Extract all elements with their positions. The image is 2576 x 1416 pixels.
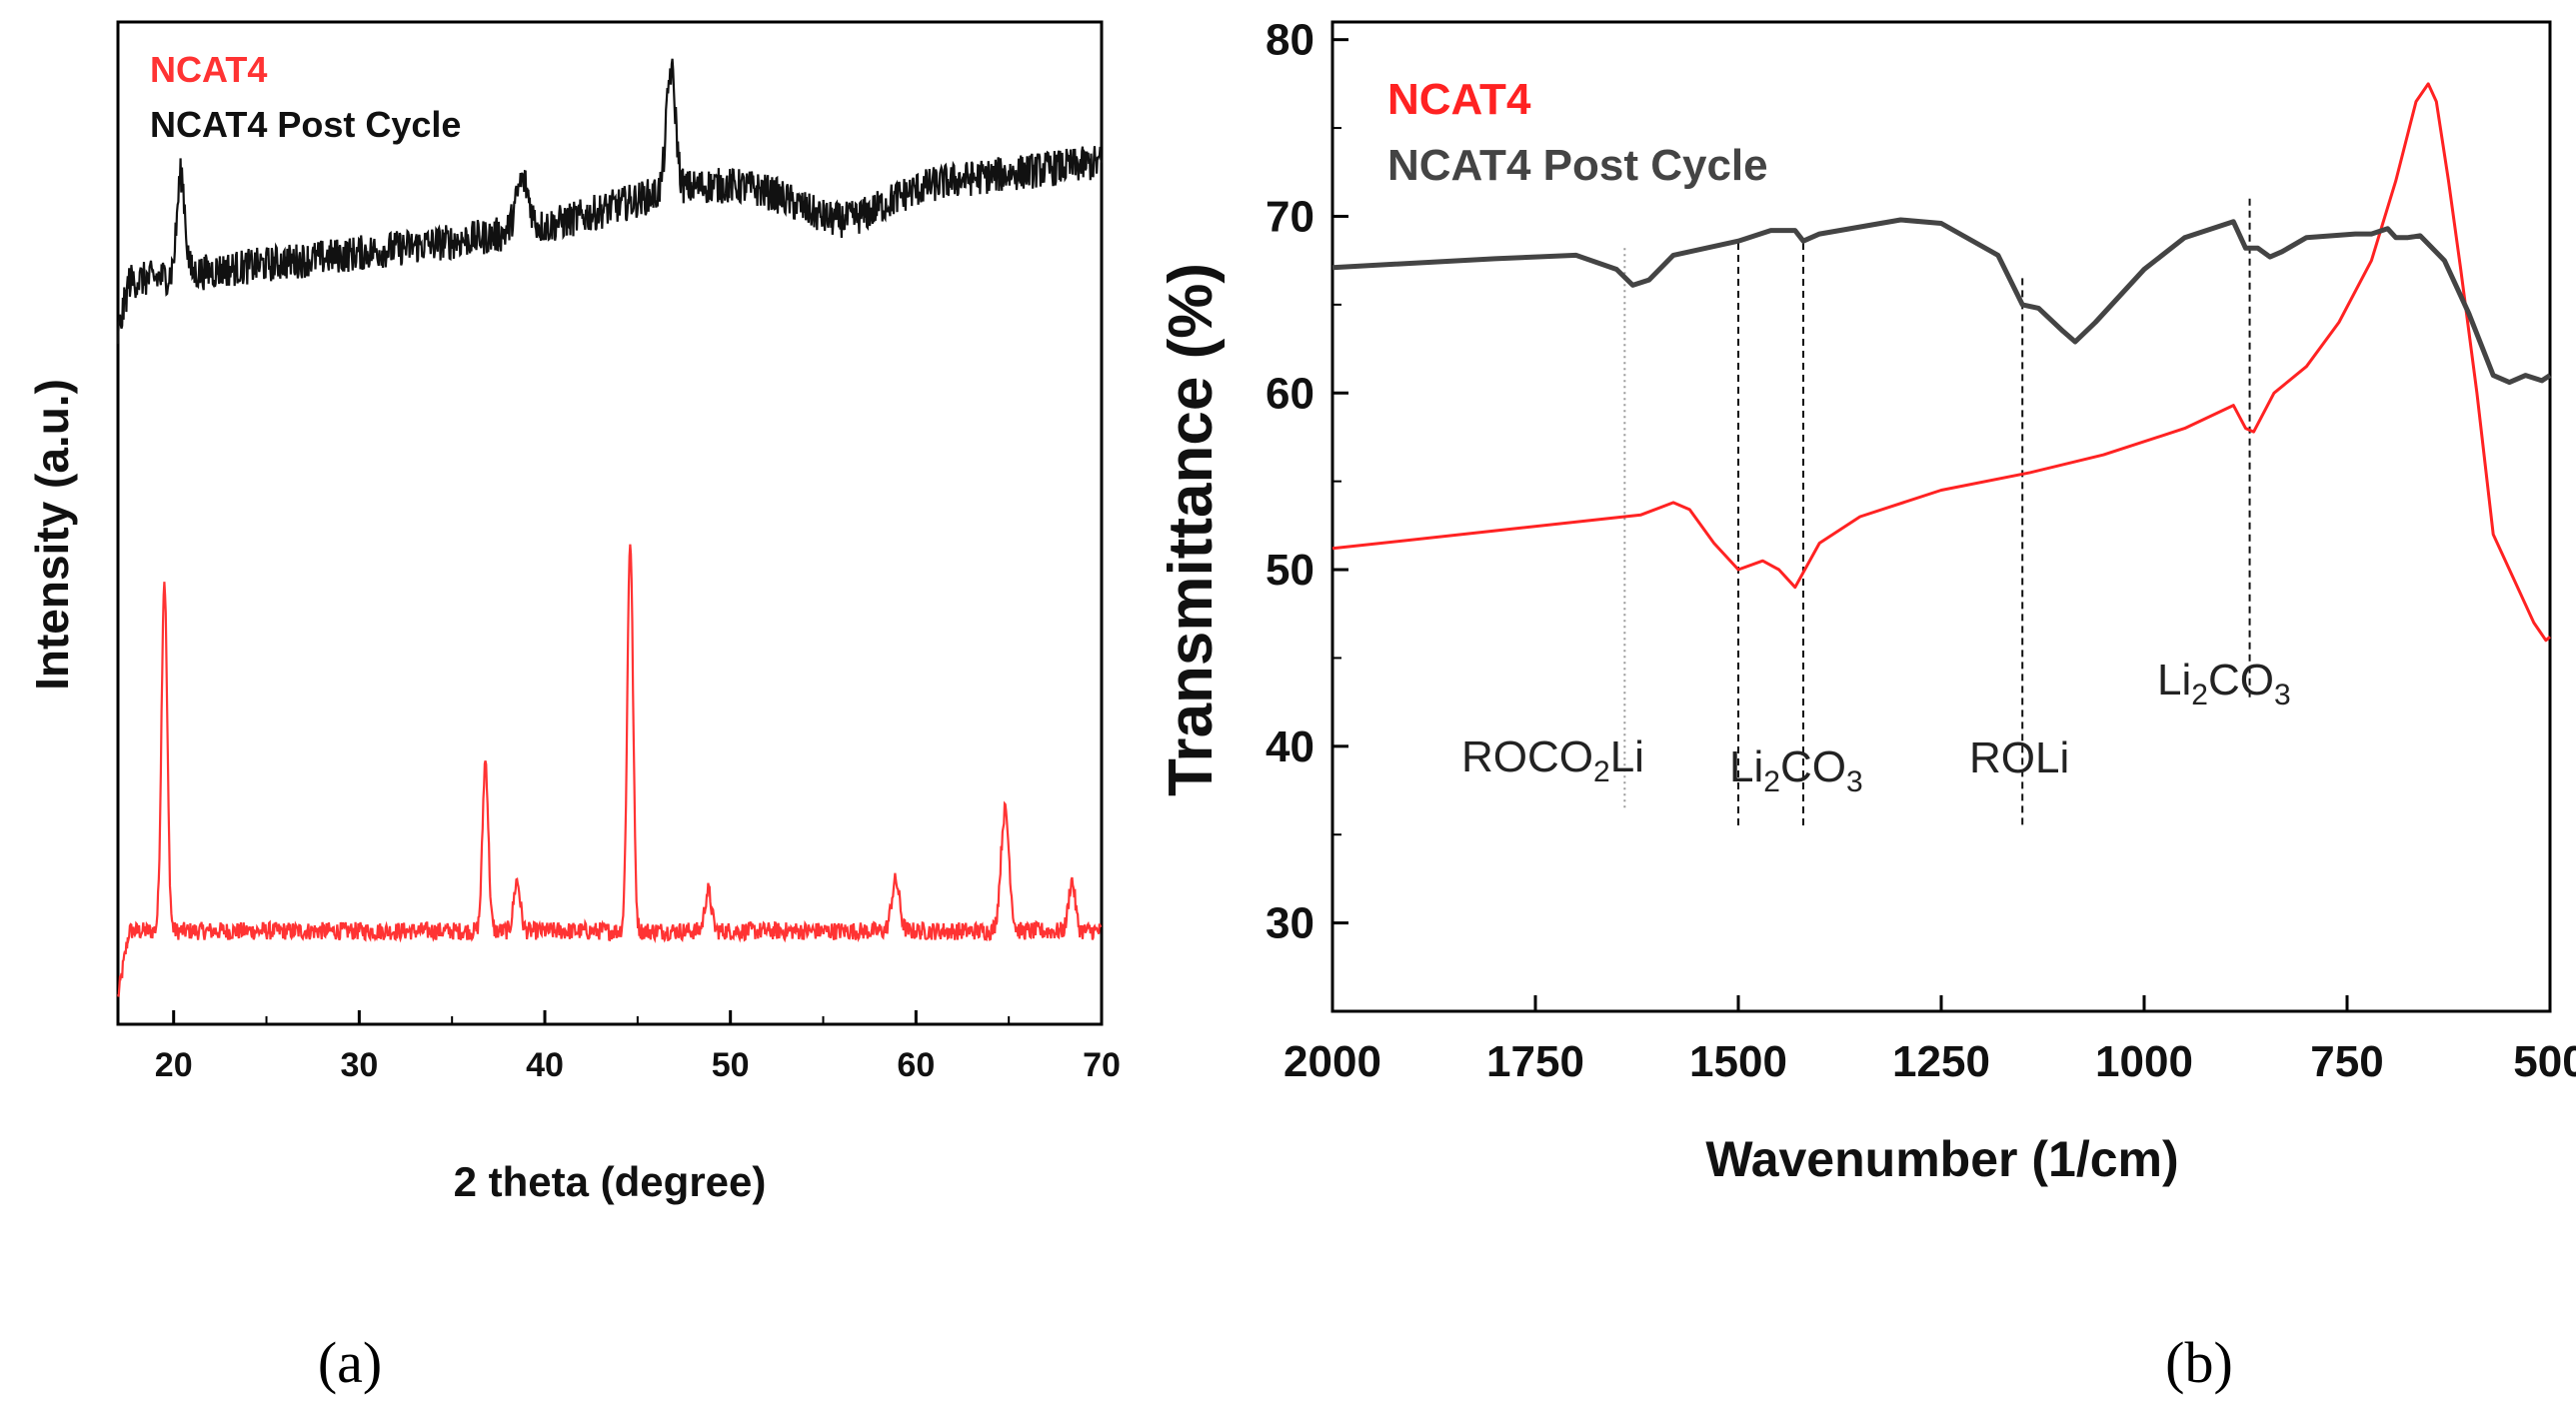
panel-a-plot-frame (116, 20, 1104, 1026)
panel-b-x-tick-label: 500 (2513, 1037, 2576, 1086)
panel-a-x-ticks: 20 30 40 50 60 70 (155, 1010, 1121, 1084)
panel-a-legend-post-cycle: NCAT4 Post Cycle (150, 104, 461, 145)
annotation-roco2li: ROCO2Li (1461, 732, 1644, 788)
panel-a-series-ncat4-post-cycle (116, 58, 1104, 345)
caption-b: (b) (2165, 1330, 2233, 1395)
panel-b-legend-ncat4: NCAT4 (1387, 75, 1531, 124)
panel-b-x-axis-title: Wavenumber (1/cm) (1705, 1131, 2178, 1187)
panel-b-y-tick-label: 60 (1266, 369, 1314, 418)
panel-b-x-tick-label: 1500 (1689, 1037, 1787, 1086)
panel-b-y-tick-label: 80 (1266, 16, 1314, 65)
panel-b-x-tick-label: 1250 (1892, 1037, 1990, 1086)
panel-a-x-tick-label: 40 (526, 1046, 564, 1084)
panel-b-y-tick-label: 40 (1266, 722, 1314, 771)
panel-b-y-tick-label: 30 (1266, 899, 1314, 948)
panel-b-reference-lines (1623, 198, 2251, 829)
panel-a-x-tick-label: 70 (1083, 1046, 1121, 1084)
panel-b-x-tick-label: 2000 (1284, 1037, 1381, 1086)
panel-b-x-tick-label: 1000 (2095, 1037, 2193, 1086)
panel-b-series-ncat4 (1331, 82, 2551, 643)
annotation-li2co3-870: Li2CO3 (2157, 656, 2291, 711)
panel-a-xrd-chart: 20 30 40 50 60 70 NCAT4 NCAT4 Post Cycle Inte… (26, 20, 1121, 1205)
panel-a-x-tick-label: 20 (155, 1046, 193, 1084)
panel-b-x-tick-label: 1750 (1486, 1037, 1584, 1086)
panel-b-y-axis-title: Transmittance (%) (1157, 263, 1226, 796)
panel-a-x-tick-label: 50 (712, 1046, 750, 1084)
panel-a-legend-ncat4: NCAT4 (150, 49, 267, 90)
annotation-roli: ROLi (1969, 733, 2069, 782)
panel-b-x-tick-label: 750 (2310, 1037, 2383, 1086)
annotation-li2co3-1420: Li2CO3 (1729, 742, 1863, 798)
panel-b-x-ticks: 2000 1750 1500 1250 1000 750 500 (1284, 995, 2576, 1086)
panel-b-ftir-chart: 2000 1750 1500 1250 1000 750 500 304050607080 … (1157, 16, 2576, 1187)
caption-a: (a) (318, 1330, 382, 1395)
panel-b-legend-post-cycle: NCAT4 Post Cycle (1387, 141, 1768, 190)
panel-a-x-tick-label: 60 (897, 1046, 935, 1084)
panel-b-series-ncat4-post-cycle (1331, 217, 2552, 386)
panel-a-x-axis-title: 2 theta (degree) (454, 1158, 767, 1205)
panel-a-y-axis-title: Intensity (a.u.) (26, 379, 78, 691)
panel-b-y-tick-label: 70 (1266, 192, 1314, 241)
panel-b-y-tick-label: 50 (1266, 546, 1314, 595)
panel-a-x-tick-label: 30 (340, 1046, 378, 1084)
panel-a-series-ncat4 (116, 544, 1103, 997)
panel-b-y-ticks: 30 40 50 60 70 80 (1266, 16, 1348, 948)
